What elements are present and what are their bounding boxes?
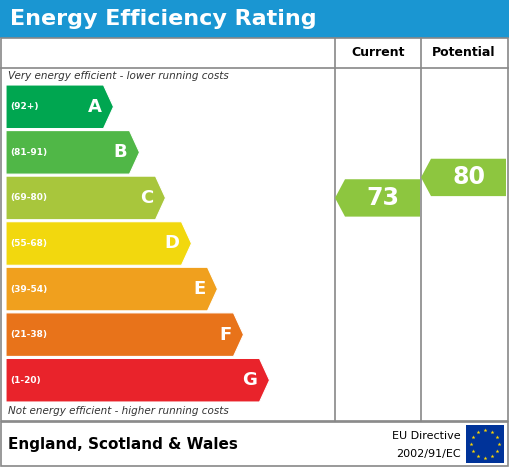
Text: E: E (193, 280, 206, 298)
Text: (81-91): (81-91) (10, 148, 47, 157)
Polygon shape (6, 267, 217, 311)
Polygon shape (6, 359, 269, 402)
Text: Current: Current (351, 47, 405, 59)
Polygon shape (421, 159, 506, 196)
Polygon shape (6, 222, 191, 265)
Text: England, Scotland & Wales: England, Scotland & Wales (8, 437, 238, 452)
Polygon shape (6, 131, 139, 174)
Text: Not energy efficient - higher running costs: Not energy efficient - higher running co… (8, 406, 229, 416)
Text: D: D (164, 234, 180, 253)
Text: (69-80): (69-80) (10, 193, 47, 202)
Text: 73: 73 (366, 186, 400, 210)
Text: 80: 80 (453, 165, 486, 190)
Text: B: B (114, 143, 127, 162)
Text: C: C (140, 189, 154, 207)
Text: EU Directive: EU Directive (392, 431, 461, 441)
Polygon shape (6, 313, 243, 356)
Text: Potential: Potential (432, 47, 496, 59)
Polygon shape (6, 85, 114, 128)
Text: (21-38): (21-38) (10, 330, 47, 339)
Text: Energy Efficiency Rating: Energy Efficiency Rating (10, 9, 317, 29)
Text: (1-20): (1-20) (10, 376, 41, 385)
Text: (39-54): (39-54) (10, 284, 47, 294)
Text: G: G (243, 371, 258, 389)
Text: (55-68): (55-68) (10, 239, 47, 248)
Text: F: F (219, 325, 232, 344)
Polygon shape (6, 176, 165, 219)
FancyBboxPatch shape (1, 422, 508, 466)
Text: A: A (88, 98, 101, 116)
FancyBboxPatch shape (1, 38, 508, 421)
Polygon shape (335, 179, 420, 217)
FancyBboxPatch shape (466, 425, 504, 463)
Text: (92+): (92+) (10, 102, 39, 111)
Text: Very energy efficient - lower running costs: Very energy efficient - lower running co… (8, 71, 229, 81)
FancyBboxPatch shape (0, 0, 509, 38)
Text: 2002/91/EC: 2002/91/EC (397, 449, 461, 459)
